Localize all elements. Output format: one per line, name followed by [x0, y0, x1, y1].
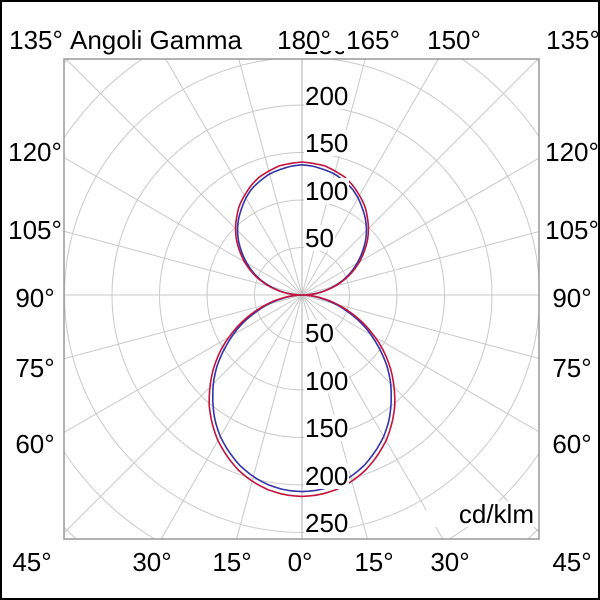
gamma-angle-label-left: 90° [15, 283, 55, 313]
radial-scale-label-250-clipped: 250 [302, 51, 344, 59]
gamma-angle-label-top: 150° [427, 25, 481, 55]
gamma-angle-label-right: 60° [552, 429, 592, 459]
intensity-curve-plane-c90-c270 [212, 164, 393, 493]
gamma-angle-label-bottom: 45° [12, 547, 52, 577]
radial-scale-label-upper: 50 [304, 223, 335, 253]
gamma-angle-label-right: 105° [545, 215, 599, 245]
radial-scale-label-upper: 150 [304, 128, 350, 158]
gamma-angle-label-bottom: 15° [212, 547, 252, 577]
radial-scale-label-upper: 100 [304, 175, 350, 206]
gamma-angle-label-left: 60° [15, 429, 55, 459]
radial-scale-label-lower: 200 [304, 460, 350, 491]
gamma-angle-label-bottom: 0° [287, 547, 313, 577]
gamma-angle-label-left: 120° [8, 137, 62, 167]
gamma-angle-label-bottom: 30° [132, 547, 172, 577]
unit-label: cd/klm [426, 501, 537, 527]
radial-scale-label-lower: 50 [304, 318, 335, 348]
gamma-angle-label-top: 135° [9, 25, 63, 55]
gamma-angle-label-top: 165° [346, 25, 400, 55]
gamma-angle-label-right: 90° [552, 283, 592, 313]
gamma-angle-label-left: 75° [15, 353, 55, 383]
gamma-angle-label-bottom: 45° [552, 547, 592, 577]
gamma-angle-label-left: 105° [8, 215, 62, 245]
intensity-curve-plane-c0-c180 [208, 161, 396, 498]
radial-scale-label-lower: 150 [304, 413, 350, 443]
radial-scale-label-lower: 250 [304, 508, 350, 538]
radial-scale-label-upper: 200 [304, 80, 350, 111]
chart-title: Angoli Gamma [70, 25, 242, 55]
gamma-angle-label-top: 135° [546, 25, 600, 55]
gamma-angle-label-bottom: 30° [430, 547, 470, 577]
gamma-angle-label-right: 75° [552, 353, 592, 383]
gamma-angle-label-top: 180° [277, 25, 331, 55]
radial-scale-label-lower: 100 [304, 365, 350, 396]
gamma-angle-label-bottom: 15° [354, 547, 394, 577]
gamma-angle-label-right: 120° [545, 137, 599, 167]
